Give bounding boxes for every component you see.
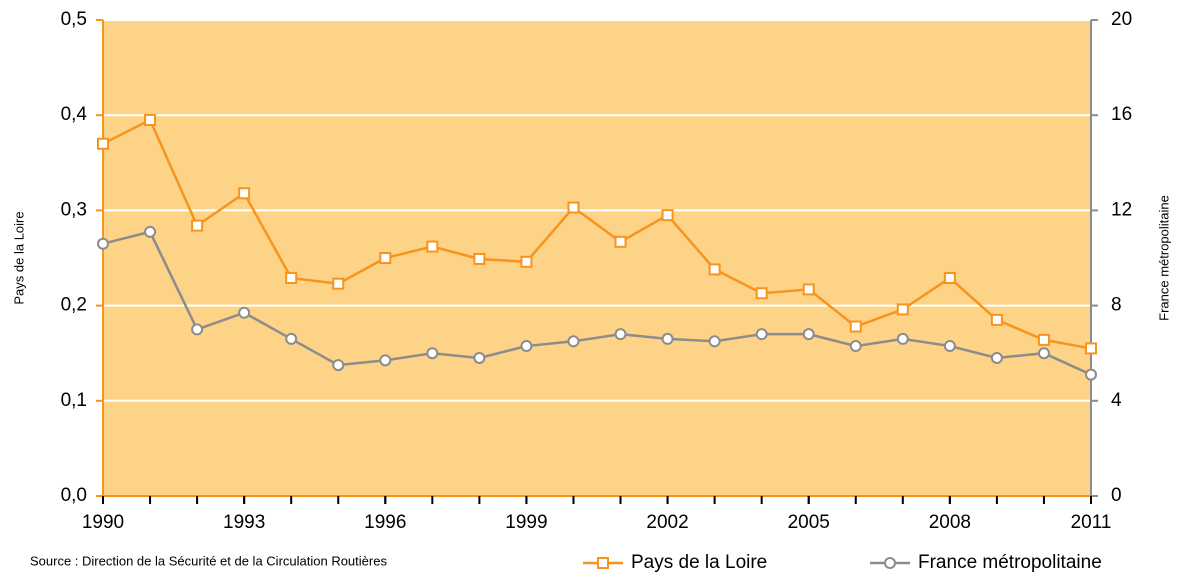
x-tick-label: 1993 [223, 512, 265, 533]
point [661, 209, 674, 222]
x-tick-label: 1999 [505, 512, 547, 533]
point [614, 235, 627, 248]
x-tick-label: 2008 [929, 512, 971, 533]
point [144, 113, 157, 126]
point [332, 277, 345, 290]
plot-background [103, 20, 1091, 496]
point [896, 332, 909, 345]
point [567, 335, 580, 348]
point [1037, 333, 1050, 346]
y2-tick-label: 8 [1111, 295, 1122, 316]
y-axis-label: Pays de la Loire [11, 211, 26, 304]
point [191, 219, 204, 232]
point [896, 303, 909, 316]
point [1037, 347, 1050, 360]
y-tick-label: 0,1 [61, 390, 87, 411]
legend-marker [597, 557, 609, 569]
point [379, 252, 392, 264]
point [97, 237, 109, 250]
y-tick-label: 0,2 [61, 295, 87, 316]
x-tick-label: 2005 [788, 512, 830, 533]
point [755, 287, 768, 300]
y-tick-label: 0,4 [61, 104, 88, 125]
x-tick-label: 1990 [82, 512, 124, 533]
point [943, 271, 956, 284]
point [661, 332, 674, 345]
point [332, 359, 345, 372]
point [520, 255, 533, 268]
point [520, 340, 533, 353]
point [238, 306, 251, 319]
point [567, 201, 580, 214]
legend-label: France métropolitaine [918, 552, 1102, 573]
point [943, 340, 956, 353]
point [802, 283, 815, 296]
point [426, 347, 439, 360]
point [849, 320, 862, 333]
y2-tick-label: 16 [1111, 104, 1132, 125]
y2-tick-label: 20 [1111, 9, 1132, 30]
x-tick-label: 2002 [646, 512, 688, 533]
point [708, 263, 721, 276]
legend-label: Pays de la Loire [631, 552, 767, 573]
y-tick-label: 0,3 [61, 199, 87, 220]
point [144, 225, 157, 238]
point [849, 340, 862, 353]
legend-marker [884, 557, 896, 569]
series-line [102, 230, 1092, 376]
point [802, 328, 815, 341]
y-tick-label: 0,5 [61, 9, 87, 30]
point [755, 328, 768, 341]
y2-tick-label: 0 [1111, 485, 1122, 506]
series-line [102, 118, 1092, 350]
point [191, 323, 204, 336]
source: Source : Direction de la Sécurité et de … [30, 553, 387, 568]
point [1085, 342, 1097, 355]
y-tick-label: 0,0 [61, 485, 87, 506]
point [285, 271, 298, 284]
y2-tick-label: 4 [1111, 390, 1122, 411]
point [426, 240, 439, 253]
point [990, 351, 1003, 364]
point [708, 335, 721, 348]
point [238, 187, 251, 200]
point [473, 252, 486, 265]
point [379, 354, 392, 367]
point [97, 137, 109, 150]
point [990, 313, 1003, 326]
point [473, 351, 486, 364]
point [614, 328, 627, 341]
point [1085, 368, 1097, 381]
x-tick-label: 2011 [1071, 512, 1112, 533]
y2-tick-label: 12 [1111, 199, 1132, 220]
x-tick-label: 1996 [364, 512, 406, 533]
point [285, 332, 298, 345]
y2-axis-label: France métropolitaine [1156, 195, 1171, 321]
